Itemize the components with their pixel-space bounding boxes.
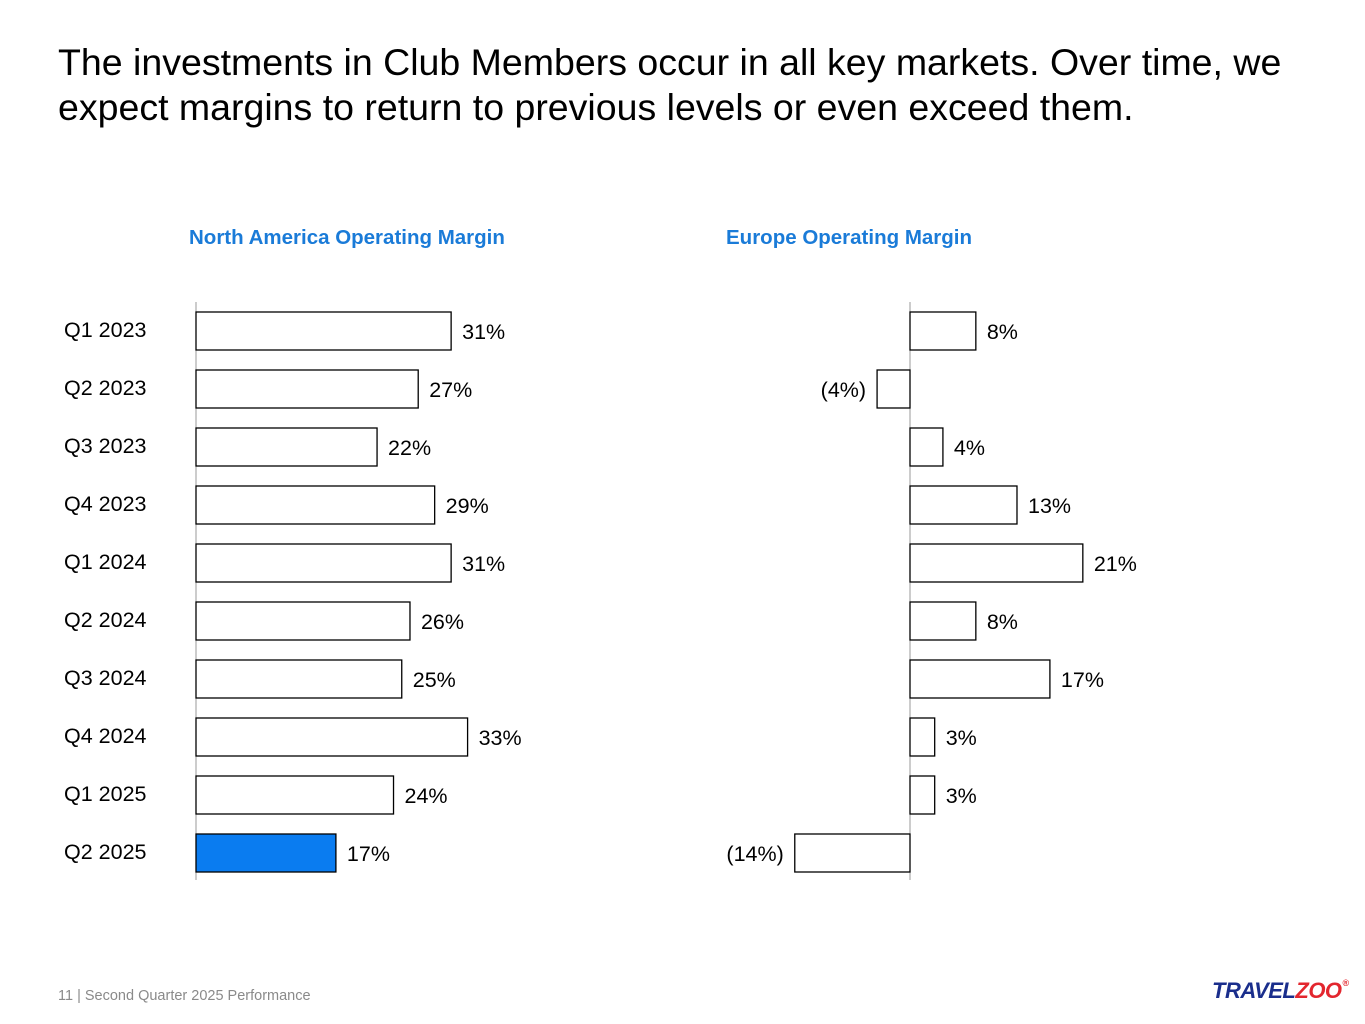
bar-q2-2024 (909, 601, 977, 641)
bar-q4-2023 (909, 485, 1018, 525)
bar-q3-2024 (909, 659, 1051, 699)
europe-margin-chart: 8% (4%) 4% 13% 21% 8% 17% 3% 3% (14%) (726, 302, 1137, 880)
category-label: Q1 2024 (64, 550, 147, 574)
bar-q3-2024 (195, 659, 403, 699)
category-label: Q3 2023 (64, 434, 147, 458)
category-label: Q4 2023 (64, 492, 147, 516)
bar-q2-2025 (794, 833, 911, 873)
data-label: 8% (987, 610, 1018, 634)
logo-text-travel: TRAVEL (1212, 978, 1296, 1003)
data-label: 13% (1028, 494, 1071, 518)
bar-q3-2023 (909, 427, 944, 467)
data-label: (4%) (821, 378, 866, 402)
data-label: 26% (421, 610, 464, 634)
bar-q1-2025 (195, 775, 395, 815)
data-label: 17% (1061, 668, 1104, 692)
europe-chart-title: Europe Operating Margin (726, 226, 973, 249)
data-label: 31% (462, 320, 505, 344)
category-label: Q4 2024 (64, 724, 147, 748)
north-america-chart-title: North America Operating Margin (189, 226, 505, 249)
data-label: (14%) (726, 842, 783, 866)
bar-q4-2024 (909, 717, 936, 757)
bar-q2-2025 (195, 833, 337, 873)
bar-q3-2023 (195, 427, 378, 467)
data-label: 8% (987, 320, 1018, 344)
slide-headline: The investments in Club Members occur in… (58, 41, 1282, 128)
data-label: 3% (946, 784, 977, 808)
bar-q4-2023 (195, 485, 436, 525)
data-label: 27% (429, 378, 472, 402)
data-label: 31% (462, 552, 505, 576)
data-label: 33% (479, 726, 522, 750)
bar-q1-2024 (909, 543, 1084, 583)
bar-q2-2023 (195, 369, 419, 409)
footer-page-info: 11 | Second Quarter 2025 Performance (58, 988, 311, 1004)
bar-q1-2023 (909, 311, 977, 351)
data-label: 21% (1094, 552, 1137, 576)
category-label: Q2 2023 (64, 376, 147, 400)
bar-q1-2025 (909, 775, 936, 815)
data-label: 24% (405, 784, 448, 808)
data-label: 3% (946, 726, 977, 750)
data-label: 4% (954, 436, 985, 460)
data-label: 17% (347, 842, 390, 866)
data-label: 25% (413, 668, 456, 692)
bar-q4-2024 (195, 717, 469, 757)
data-label: 22% (388, 436, 431, 460)
north-america-margin-chart: 31% Q1 2023 27% Q2 2023 22% Q3 2023 29% Q4 2023… (64, 302, 522, 880)
bar-q1-2024 (195, 543, 452, 583)
category-label: Q2 2025 (64, 840, 147, 864)
data-label: 29% (446, 494, 489, 518)
bar-q2-2023 (876, 369, 911, 409)
travelzoo-logo: TRAVELZOO® (1212, 978, 1349, 1004)
category-label: Q1 2023 (64, 318, 147, 342)
logo-registered-mark: ® (1342, 978, 1350, 988)
bar-q2-2024 (195, 601, 411, 641)
category-label: Q2 2024 (64, 608, 147, 632)
logo-text-zoo: ZOO (1295, 978, 1342, 1003)
bar-q1-2023 (195, 311, 452, 351)
category-label: Q1 2025 (64, 782, 147, 806)
category-label: Q3 2024 (64, 666, 147, 690)
